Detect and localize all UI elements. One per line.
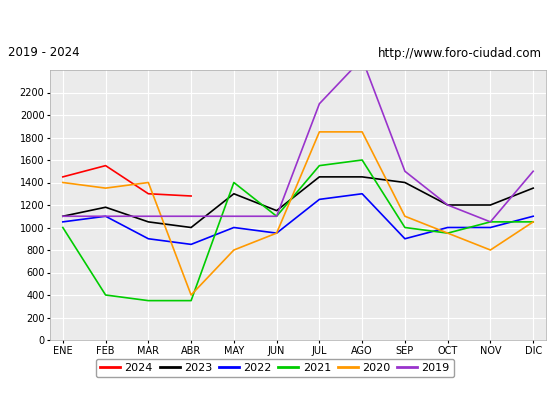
Text: http://www.foro-ciudad.com: http://www.foro-ciudad.com bbox=[378, 46, 542, 60]
Text: Evolucion Nº Turistas Nacionales en el municipio de Santa Coloma de Queralt: Evolucion Nº Turistas Nacionales en el m… bbox=[46, 14, 504, 26]
Text: 2019 - 2024: 2019 - 2024 bbox=[8, 46, 80, 60]
Legend: 2024, 2023, 2022, 2021, 2020, 2019: 2024, 2023, 2022, 2021, 2020, 2019 bbox=[96, 358, 454, 378]
